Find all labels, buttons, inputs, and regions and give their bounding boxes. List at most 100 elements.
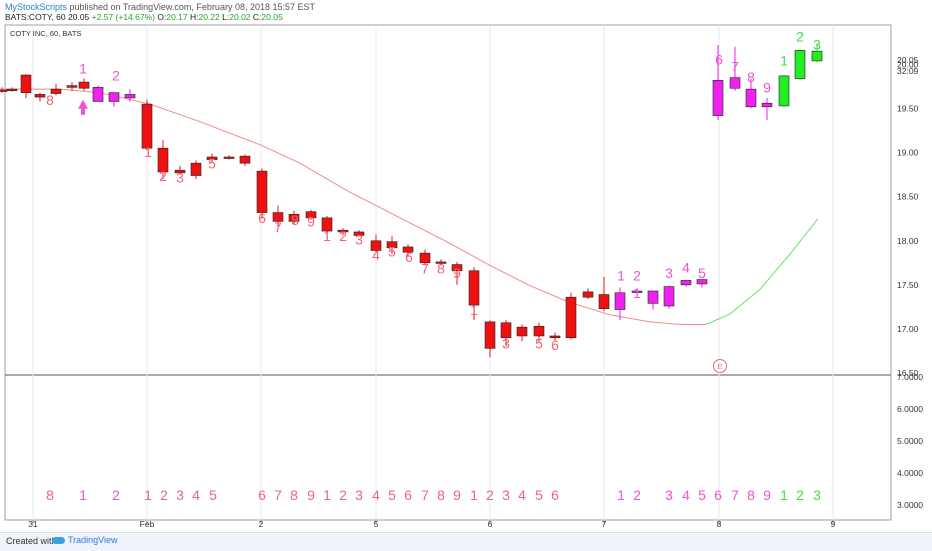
time-tick-label: 2: [259, 519, 264, 529]
markers: E: [78, 99, 727, 373]
lower-count-label: 4: [192, 487, 200, 503]
lower-count-label: 5: [698, 487, 706, 503]
lower-count-label: 6: [404, 487, 412, 503]
lower-count-label: 3: [176, 487, 184, 503]
lower-tick-label: 7.0000: [897, 372, 923, 382]
lower-count-label: 9: [763, 487, 771, 503]
lower-count-label: 6: [258, 487, 266, 503]
lower-count-label: 5: [388, 487, 396, 503]
price-tick-label: 17.00: [897, 324, 919, 334]
time-tick-label: 5: [374, 519, 379, 529]
candle-body: [582, 291, 594, 298]
candle-body: [50, 88, 62, 94]
moving-average-green: [705, 218, 819, 325]
candle-body: [337, 229, 349, 233]
count-label: 2: [796, 29, 804, 45]
publisher-link[interactable]: MyStockScripts: [5, 2, 68, 12]
lower-count-label: 1: [323, 487, 331, 503]
lower-count-label: 3: [355, 487, 363, 503]
lower-count-label: 6: [551, 487, 559, 503]
lower-count-label: 5: [535, 487, 543, 503]
candle-body: [419, 252, 431, 264]
time-tick-label: 6: [488, 519, 493, 529]
lower-count-label: 7: [421, 487, 429, 503]
lower-count-label: 4: [682, 487, 690, 503]
candles: [0, 45, 823, 358]
count-label: 2: [159, 168, 167, 184]
candle-body: [402, 246, 414, 253]
candle-body: [256, 170, 268, 213]
candle-body: [353, 231, 365, 236]
count-label: 6: [551, 337, 559, 353]
candle-body: [696, 279, 708, 285]
candle-body: [631, 290, 643, 293]
count-label: 9: [453, 265, 461, 281]
ohlc-high: 20.22: [198, 12, 220, 22]
count-label: 5: [698, 265, 706, 281]
time-tick-label: 7: [602, 519, 607, 529]
lower-count-label: 7: [274, 487, 282, 503]
price-tick-label: 20.05: [897, 55, 919, 65]
time-tick-label: Feb: [140, 519, 155, 529]
candle-body: [533, 325, 545, 337]
lower-count-label: 8: [747, 487, 755, 503]
candle-body: [272, 212, 284, 222]
count-label: 1: [633, 285, 641, 301]
count-label: 1: [617, 267, 625, 283]
footer-brand[interactable]: TradingView: [52, 535, 118, 545]
candle-body: [778, 75, 790, 107]
lower-count-label: 7: [731, 487, 739, 503]
candle-body: [729, 77, 741, 89]
candle-body: [435, 261, 447, 264]
candle-body: [451, 264, 463, 272]
lower-count-label: 9: [453, 487, 461, 503]
price-tick-label: 20.00: [897, 59, 919, 69]
candle-body: [78, 81, 90, 89]
last-price-box: [893, 54, 925, 67]
lower-count-label: 1: [79, 487, 87, 503]
candle-body: [34, 94, 46, 98]
axis-ticks: 20.0520.0019.5019.0018.5018.0017.5017.00…: [28, 54, 925, 529]
count-label: 3: [665, 265, 673, 281]
time-tick-label: 8: [717, 519, 722, 529]
count-label: 1: [323, 228, 331, 244]
lower-tick-label: 5.0000: [897, 436, 923, 446]
count-label: 9: [307, 214, 315, 230]
count-label: 3: [355, 231, 363, 247]
footer-created: Created with: [6, 536, 57, 546]
price-tick-label: 18.50: [897, 192, 919, 202]
candle-body: [811, 50, 823, 62]
candle-body: [141, 103, 153, 149]
lower-count-label: 5: [209, 487, 217, 503]
lower-count-label: 1: [470, 487, 478, 503]
count-label: 4: [682, 260, 690, 276]
candle-body: [92, 87, 104, 102]
footer: Created with TradingView: [0, 532, 932, 551]
time-tick-label: 9: [831, 519, 836, 529]
lower-tick-label: 3.0000: [897, 500, 923, 510]
candle-body: [305, 211, 317, 219]
count-label: 7: [274, 219, 282, 235]
ohlc-high-label: H:: [190, 12, 199, 22]
lower-count-label: 3: [813, 487, 821, 503]
lower-count-label: 4: [518, 487, 526, 503]
count-label: 3: [813, 36, 821, 52]
candle-body: [190, 162, 202, 176]
candle-body: [386, 241, 398, 249]
ohlc-close: 20.05: [261, 12, 283, 22]
lower-count-label: 3: [502, 487, 510, 503]
price-change: +2.57 (+14.67%): [91, 12, 155, 22]
moving-average-red: [0, 88, 706, 325]
lower-count-label: 9: [307, 487, 315, 503]
candle-body: [794, 50, 806, 79]
time-tick-label: 31: [28, 519, 38, 529]
lower-count-label: 2: [796, 487, 804, 503]
candle-body: [663, 286, 675, 307]
candle-body: [761, 102, 773, 108]
candle-body: [549, 335, 561, 339]
published-text: published on TradingView.com, February 0…: [67, 2, 316, 12]
ohlc-close-label: C:: [252, 12, 262, 22]
quote-line: BATS:COTY, 60 20.05 +2.57 (+14.67%) O:20…: [5, 12, 283, 22]
